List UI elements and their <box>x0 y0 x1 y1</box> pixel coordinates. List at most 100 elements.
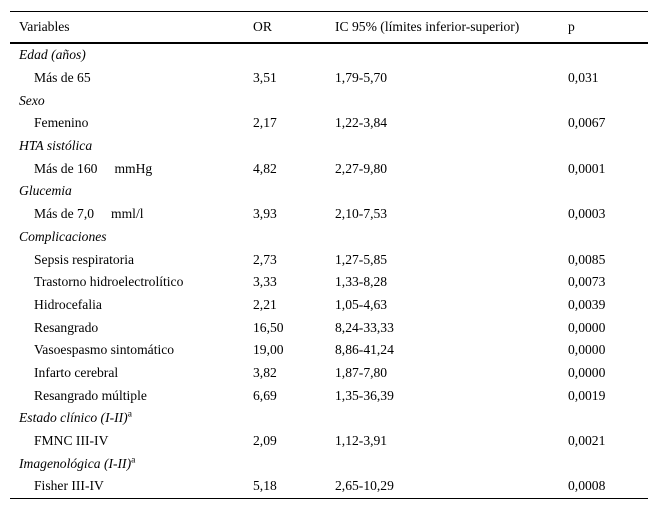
table-row: Resangrado 16,50 8,24-33,33 0,0000 <box>10 316 648 339</box>
variable-cell: Femenino <box>10 115 253 131</box>
p-cell: 0,0073 <box>568 274 606 290</box>
variable-cell: Fisher III-IV <box>10 478 253 494</box>
table-row: Imagenológica (I-II)a <box>10 452 648 475</box>
ic95-cell: 8,24-33,33 <box>335 319 394 335</box>
statistics-table: Variables OR IC 95% (límites inferior-su… <box>10 11 648 499</box>
ic95-cell: 8,86-41,24 <box>335 342 394 358</box>
ic95-cell: 1,22-3,84 <box>335 115 388 131</box>
table-row: Trastorno hidroelectrolítico 3,33 1,33-8… <box>10 271 648 294</box>
unit-label: mml/l <box>111 206 144 222</box>
column-header-ic95: IC 95% (límites inferior-superior) <box>335 19 520 34</box>
variable-cell: Más de 65 <box>10 70 253 86</box>
variable-cell: Resangrado múltiple <box>10 388 253 404</box>
table-row: Sexo <box>10 89 648 112</box>
or-cell: 2,17 <box>253 115 277 131</box>
variable-label: Femenino <box>34 115 89 131</box>
or-cell: 19,00 <box>253 342 284 358</box>
ic95-cell: 1,79-5,70 <box>335 70 388 86</box>
table-row: Más de 65 3,51 1,79-5,70 0,031 <box>10 67 648 90</box>
ic95-cell: 1,05-4,63 <box>335 296 388 312</box>
variable-cell: Vasoespasmo sintomático <box>10 342 253 358</box>
variable-cell: Más de 160 mmHg <box>10 161 253 177</box>
or-cell: 16,50 <box>253 319 284 335</box>
ic95-cell: 1,12-3,91 <box>335 433 388 449</box>
table-row: FMNC III-IV 2,09 1,12-3,91 0,0021 <box>10 430 648 453</box>
or-cell: 2,09 <box>253 433 277 449</box>
variable-cell: Imagenológica (I-II)a <box>10 455 648 472</box>
variable-cell: Estado clínico (I-II)a <box>10 410 648 426</box>
variable-label: HTA sistólica <box>19 138 93 154</box>
footnote-marker: a <box>127 409 132 420</box>
or-cell: 3,33 <box>253 274 277 290</box>
p-cell: 0,0000 <box>568 364 606 380</box>
table-row: Fisher III-IV 5,18 2,65-10,29 0,0008 <box>10 475 648 498</box>
column-header-p: p <box>568 19 575 34</box>
table-row: HTA sistólica <box>10 135 648 158</box>
variable-label: Complicaciones <box>19 228 107 244</box>
table-row: Estado clínico (I-II)a <box>10 407 648 430</box>
p-cell: 0,0085 <box>568 251 606 267</box>
p-cell: 0,0039 <box>568 296 606 312</box>
ic95-cell: 2,65-10,29 <box>335 478 394 494</box>
p-cell: 0,0003 <box>568 206 606 222</box>
table-row: Femenino 2,17 1,22-3,84 0,0067 <box>10 112 648 135</box>
p-cell: 0,031 <box>568 70 599 86</box>
table-row: Más de 7,0 mml/l 3,93 2,10-7,53 0,0003 <box>10 203 648 226</box>
variable-cell: Trastorno hidroelectrolítico <box>10 274 253 290</box>
variable-label: Sepsis respiratoria <box>34 251 135 267</box>
table-body: Edad (años) Más de 65 3,51 1,79-5,70 0,0… <box>10 44 648 499</box>
variable-label: Infarto cerebral <box>34 364 119 380</box>
p-cell: 0,0001 <box>568 160 606 176</box>
variable-cell: HTA sistólica <box>10 138 648 154</box>
variable-label: Resangrado <box>34 319 99 335</box>
or-cell: 5,18 <box>253 478 277 494</box>
ic95-cell: 1,27-5,85 <box>335 251 388 267</box>
variable-label: Glucemia <box>19 183 72 199</box>
p-cell: 0,0008 <box>568 478 606 494</box>
variable-cell: FMNC III-IV <box>10 433 253 449</box>
column-header-or: OR <box>253 19 272 34</box>
ic95-cell: 1,35-36,39 <box>335 387 394 403</box>
variable-label: Más de 160 <box>34 160 98 176</box>
variable-label: Hidrocefalia <box>34 296 102 312</box>
or-cell: 2,73 <box>253 251 277 267</box>
table-row: Resangrado múltiple 6,69 1,35-36,39 0,00… <box>10 384 648 407</box>
variable-label: FMNC III-IV <box>34 433 109 449</box>
variable-cell: Hidrocefalia <box>10 297 253 313</box>
or-cell: 3,51 <box>253 70 277 86</box>
variable-cell: Sepsis respiratoria <box>10 252 253 268</box>
variable-cell: Glucemia <box>10 183 648 199</box>
variable-cell: Sexo <box>10 93 648 109</box>
or-cell: 6,69 <box>253 387 277 403</box>
table-row: Vasoespasmo sintomático 19,00 8,86-41,24… <box>10 339 648 362</box>
column-header-variables: Variables <box>19 19 70 34</box>
variable-label: Imagenológica (I-II) <box>19 455 132 471</box>
or-cell: 3,93 <box>253 206 277 222</box>
table-row: Hidrocefalia 2,21 1,05-4,63 0,0039 <box>10 294 648 317</box>
variable-cell: Edad (años) <box>10 47 648 63</box>
ic95-cell: 2,27-9,80 <box>335 160 388 176</box>
variable-cell: Complicaciones <box>10 229 648 245</box>
variable-label: Estado clínico (I-II) <box>19 410 128 426</box>
variable-label: Sexo <box>19 92 45 108</box>
variable-label: Edad (años) <box>19 47 86 63</box>
p-cell: 0,0000 <box>568 319 606 335</box>
p-cell: 0,0019 <box>568 387 606 403</box>
variable-label: Fisher III-IV <box>34 478 104 494</box>
ic95-cell: 2,10-7,53 <box>335 206 388 222</box>
or-cell: 3,82 <box>253 364 277 380</box>
variable-cell: Infarto cerebral <box>10 365 253 381</box>
variable-label: Resangrado múltiple <box>34 387 147 403</box>
variable-cell: Más de 7,0 mml/l <box>10 206 253 222</box>
footnote-marker: a <box>131 455 136 466</box>
variable-cell: Resangrado <box>10 320 253 336</box>
variable-label: Trastorno hidroelectrolítico <box>34 274 184 290</box>
or-cell: 4,82 <box>253 160 277 176</box>
or-cell: 2,21 <box>253 296 277 312</box>
p-cell: 0,0000 <box>568 342 606 358</box>
unit-label: mmHg <box>114 160 153 176</box>
variable-label: Más de 7,0 <box>34 206 95 222</box>
variable-label: Más de 65 <box>34 70 91 86</box>
table-row: Infarto cerebral 3,82 1,87-7,80 0,0000 <box>10 362 648 385</box>
table-row: Edad (años) <box>10 44 648 67</box>
